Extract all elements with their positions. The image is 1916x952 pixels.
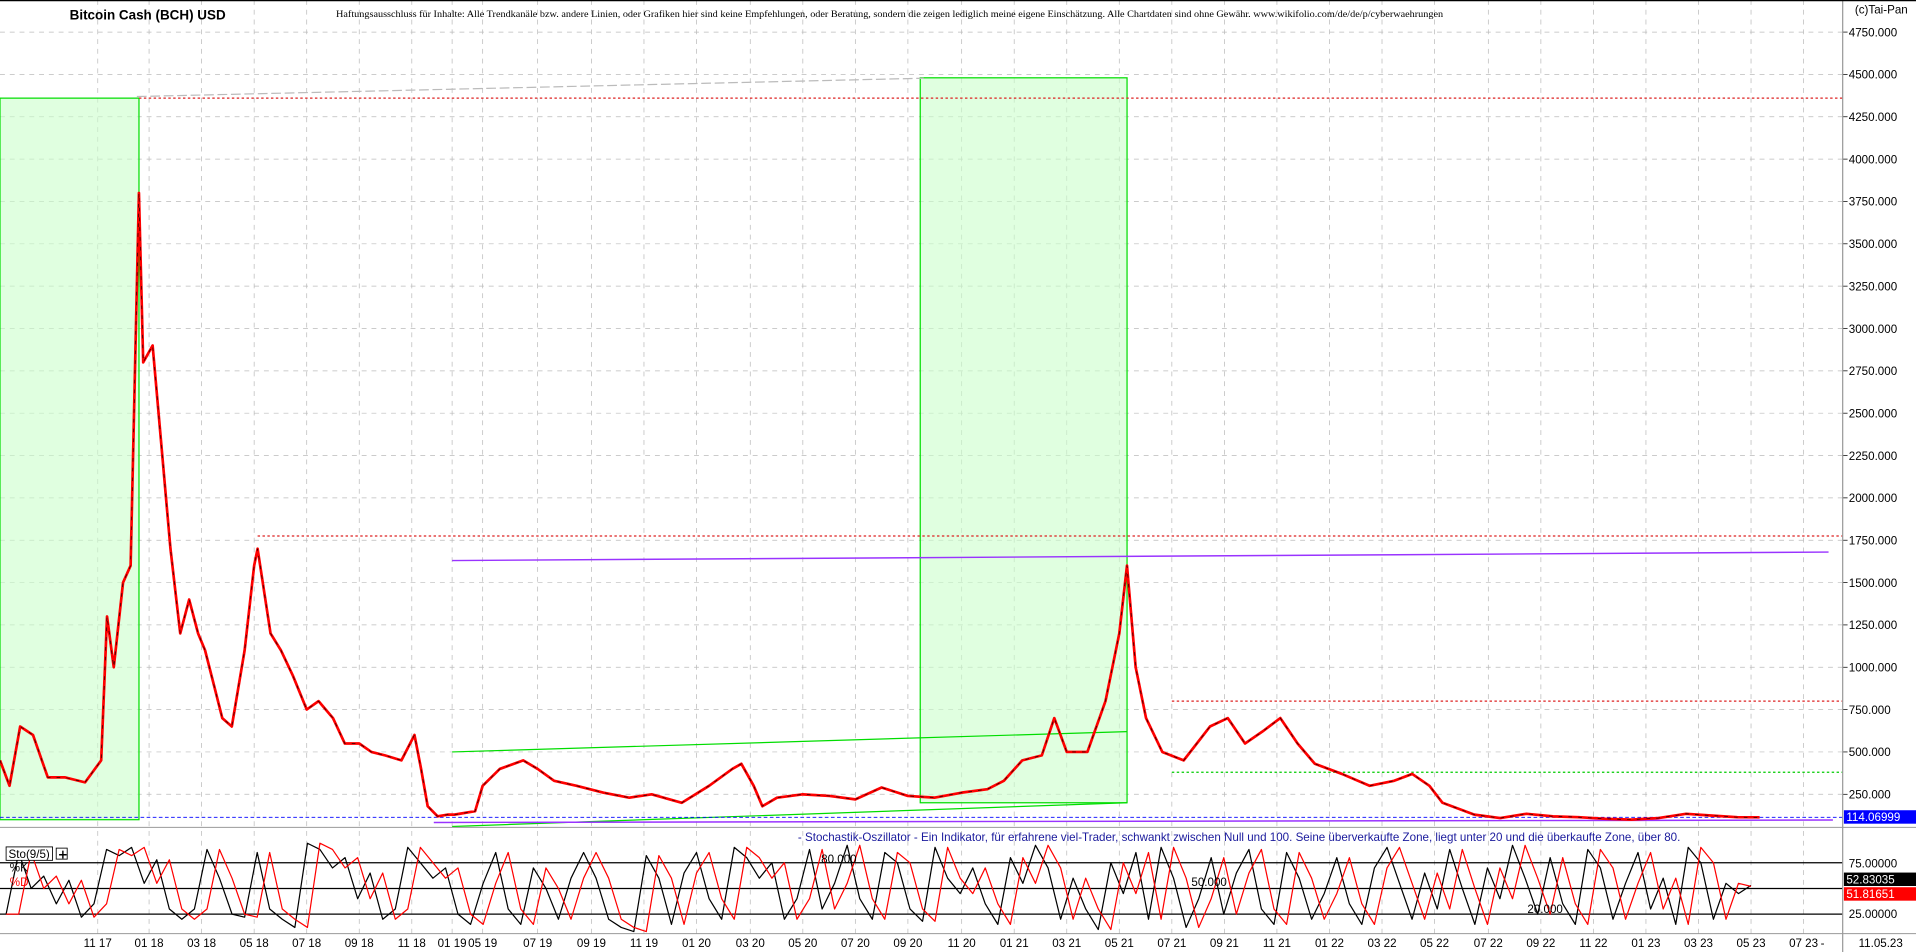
x-tick-label: 05 22: [1420, 937, 1449, 950]
x-tick-label: 09 19: [577, 937, 606, 950]
x-tick-label: 07 20: [841, 937, 870, 950]
channel-line-upper: [452, 731, 1128, 753]
add-indicator-button[interactable]: [55, 847, 68, 860]
last-date-label: 11.05.23: [1859, 937, 1903, 950]
level-25-label: 25.00000: [1849, 908, 1897, 921]
y-tick-label: 4750.000: [1849, 26, 1897, 39]
x-tick-label: 03 18: [187, 937, 216, 950]
stochastic-panel: [0, 842, 1843, 933]
y-tick-label: 3750.000: [1849, 196, 1897, 209]
x-tick-label: 05 18: [240, 937, 269, 950]
x-tick-label: 11 21: [1263, 937, 1291, 950]
price-axis: 250.000 500.000 750.000 1000.000 1250.000 150…: [1842, 26, 1897, 802]
date-separator: -: [1821, 937, 1825, 950]
x-tick-label: 01 19: [438, 937, 467, 950]
x-tick-label: 07 22: [1474, 937, 1503, 950]
last-price-label: 114.06999: [1846, 811, 1900, 824]
d-last-value: 51.81651: [1846, 888, 1894, 901]
x-tick-label: 05 23: [1737, 937, 1766, 950]
y-tick-label: 4000.000: [1849, 153, 1897, 166]
x-tick-label: 11 18: [398, 937, 426, 950]
highlight-zone: [919, 77, 1128, 804]
level-label-50: 50.000: [1191, 876, 1226, 889]
k-legend: %K: [10, 861, 28, 874]
y-tick-label: 2250.000: [1849, 450, 1897, 463]
x-tick-label: 07 18: [292, 937, 321, 950]
plus-icon: +: [58, 848, 68, 862]
x-tick-label: 09 21: [1210, 937, 1239, 950]
price-series: [0, 191, 1760, 821]
y-tick-label: 2500.000: [1849, 407, 1897, 420]
indicator-description: - Stochastik-Oszillator - Ein Indikator,…: [798, 831, 1680, 844]
x-tick-label: 11 22: [1579, 937, 1607, 950]
y-tick-label: 1500.000: [1849, 577, 1897, 590]
projection-line: [136, 77, 924, 98]
level-label-20: 20.000: [1527, 903, 1562, 916]
price-line: [0, 191, 1760, 821]
d-line: [6, 842, 1752, 933]
y-tick-label: 750.000: [1849, 704, 1891, 717]
k-last-value: 52.83035: [1846, 874, 1894, 887]
x-tick-label: 09 22: [1526, 937, 1555, 950]
y-tick-label: 4500.000: [1849, 69, 1897, 82]
x-tick-label: 03 20: [736, 937, 765, 950]
level-label-80: 80.000: [821, 853, 856, 866]
x-tick-label: 11 19: [630, 937, 658, 950]
y-tick-label: 500.000: [1849, 746, 1891, 759]
highlight-zone: [0, 97, 140, 821]
indicator-name: Sto(9/5): [9, 848, 50, 861]
y-tick-label: 3000.000: [1849, 323, 1897, 336]
x-tick-label: 09 18: [345, 937, 374, 950]
trend-line: [452, 551, 1829, 562]
x-tick-label: 01 18: [135, 937, 164, 950]
x-tick-label: 01 20: [682, 937, 711, 950]
y-tick-label: 4250.000: [1849, 111, 1897, 124]
x-tick-label: 07 19: [523, 937, 552, 950]
y-tick-label: 2000.000: [1849, 492, 1897, 505]
highlight-zones: [0, 77, 1128, 821]
x-tick-label: 01 23: [1631, 937, 1660, 950]
copyright-label: (c)Tai-Pan: [1855, 3, 1908, 16]
x-tick-label: 03 22: [1368, 937, 1397, 950]
x-tick-label: 11 17: [84, 937, 112, 950]
x-tick-label: 01 21: [1000, 937, 1029, 950]
x-tick-label: 07 21: [1157, 937, 1186, 950]
x-tick-label: 09 20: [893, 937, 922, 950]
y-tick-label: 3250.000: [1849, 280, 1897, 293]
k-line: [5, 842, 1752, 933]
annotation-lines: [0, 77, 1843, 828]
x-tick-label: 01 22: [1315, 937, 1344, 950]
y-tick-label: 1000.000: [1849, 662, 1897, 675]
y-tick-label: 3500.000: [1849, 238, 1897, 251]
x-tick-label: 05 20: [788, 937, 817, 950]
x-tick-label: 03 21: [1052, 937, 1081, 950]
x-tick-label: 11 20: [948, 937, 976, 950]
y-tick-label: 1250.000: [1849, 619, 1897, 632]
x-tick-label: 05 21: [1105, 937, 1134, 950]
chart-title: Bitcoin Cash (BCH) USD: [70, 8, 226, 23]
x-tick-label: 05 19: [468, 937, 497, 950]
x-tick-label: 03 23: [1684, 937, 1713, 950]
indicator-settings-button[interactable]: [5, 846, 53, 861]
base-trend-line: [433, 819, 1833, 824]
y-tick-label: 250.000: [1849, 789, 1891, 802]
date-axis: 11 17 01 18 03 18 05 18 07 18 09 18 11 18 01 19…: [84, 937, 1818, 950]
y-tick-label: 2750.000: [1849, 365, 1897, 378]
disclaimer-text: Haftungsausschluss für Inhalte: Alle Tre…: [336, 10, 1443, 20]
d-legend: %D: [10, 876, 29, 889]
x-tick-label: 07 23: [1789, 937, 1818, 950]
level-75-label: 75.00000: [1849, 858, 1897, 871]
y-tick-label: 1750.000: [1849, 534, 1897, 547]
